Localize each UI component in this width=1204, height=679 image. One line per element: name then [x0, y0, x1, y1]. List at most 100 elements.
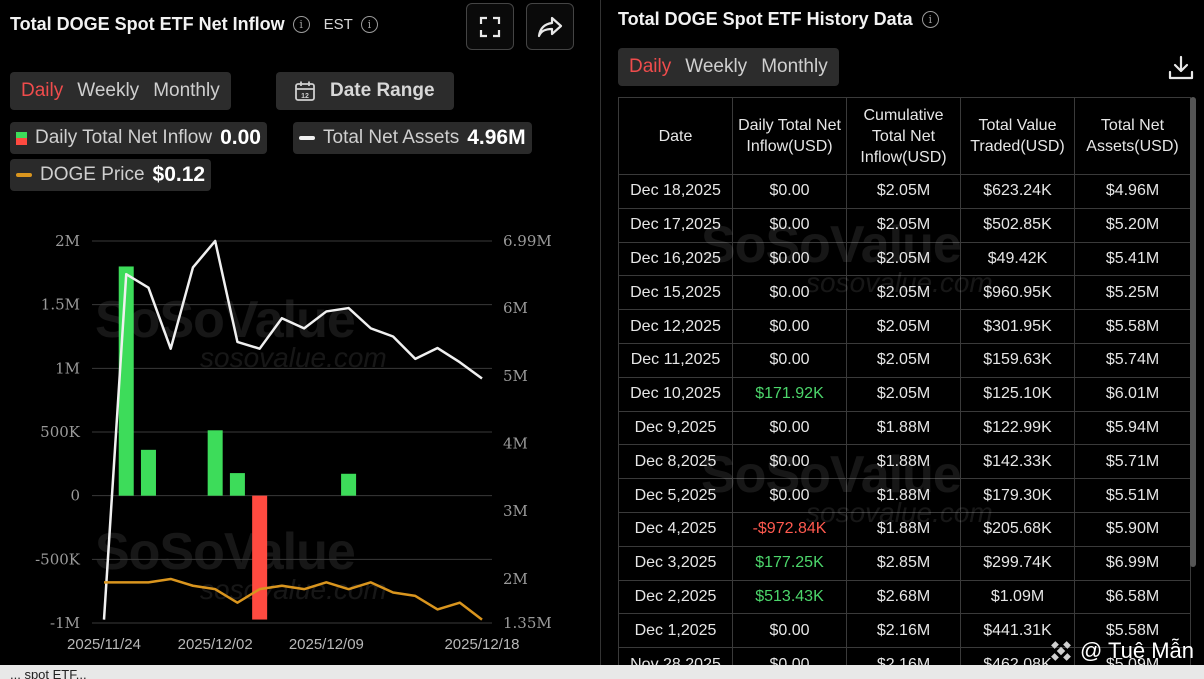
cell-cumulative: $2.05M [846, 342, 961, 378]
legend-price-label: DOGE Price [40, 164, 145, 185]
tab-weekly[interactable]: Weekly [77, 80, 140, 101]
right-axis-tick-label: 3M [503, 502, 528, 520]
cell-assets: $6.58M [1074, 579, 1191, 615]
cell-date: Dec 4,2025 [618, 511, 733, 547]
col-daily-inflow[interactable]: Daily Total Net Inflow(USD) [732, 97, 847, 175]
cell-daily-inflow: $0.00 [732, 410, 847, 446]
cell-assets: $5.51M [1074, 478, 1191, 513]
fullscreen-icon [479, 16, 501, 37]
cell-daily-inflow: $0.00 [732, 207, 847, 243]
cell-traded: $623.24K [960, 174, 1075, 209]
table-row: Dec 18,2025 $0.00 $2.05M $623.24K $4.96M [618, 174, 1191, 209]
cell-date: Dec 15,2025 [618, 275, 733, 311]
share-button[interactable] [526, 3, 574, 50]
cell-assets: $5.90M [1074, 511, 1191, 547]
cell-daily-inflow: $0.00 [732, 478, 847, 513]
chart-title: Total DOGE Spot ETF Net Inflow [10, 14, 285, 34]
right-axis-tick-label: 1.35M [503, 614, 552, 632]
cell-date: Dec 16,2025 [618, 241, 733, 277]
cell-date: Dec 1,2025 [618, 613, 733, 649]
cell-traded: $1.09M [960, 579, 1075, 615]
cell-date: Dec 3,2025 [618, 545, 733, 581]
table-scrollbar[interactable] [1190, 97, 1196, 567]
cell-daily-inflow: $177.25K [732, 545, 847, 581]
table-row: Dec 8,2025 $0.00 $1.88M $142.33K $5.71M [618, 444, 1191, 480]
cell-traded: $179.30K [960, 478, 1075, 513]
legend-price-value: $0.12 [152, 163, 206, 186]
tab-monthly[interactable]: Monthly [153, 80, 220, 101]
table-header-row: Date Daily Total Net Inflow(USD) Cumulat… [618, 97, 1191, 175]
legend-price[interactable]: DOGE Price $0.12 [10, 159, 212, 191]
cell-daily-inflow: -$972.84K [732, 511, 847, 547]
cell-traded: $205.68K [960, 511, 1075, 547]
legend-assets[interactable]: Total Net Assets 4.96M [293, 122, 532, 154]
inflow-swatch [16, 131, 27, 145]
cell-date: Dec 8,2025 [618, 444, 733, 480]
legend-inflow[interactable]: Daily Total Net Inflow 0.00 [10, 122, 267, 154]
history-tab-daily[interactable]: Daily [629, 56, 672, 77]
left-axis-tick-label: 0 [70, 487, 80, 505]
left-axis-tick-label: 500K [40, 423, 81, 441]
cell-cumulative: $1.88M [846, 478, 961, 513]
cell-traded: $299.74K [960, 545, 1075, 581]
cell-daily-inflow: $513.43K [732, 579, 847, 615]
download-icon[interactable] [1168, 55, 1194, 81]
cell-traded: $49.42K [960, 241, 1075, 277]
inflow-bar [229, 473, 245, 496]
right-axis-tick-label: 4M [503, 435, 528, 453]
table-row: Dec 9,2025 $0.00 $1.88M $122.99K $5.94M [618, 410, 1191, 446]
cell-date: Dec 5,2025 [618, 478, 733, 513]
panel-divider [600, 0, 601, 665]
col-net-assets[interactable]: Total Net Assets(USD) [1074, 97, 1191, 175]
table-row: Dec 2,2025 $513.43K $2.68M $1.09M $6.58M [618, 579, 1191, 615]
table-row: Dec 4,2025 -$972.84K $1.88M $205.68K $5.90M [618, 511, 1191, 547]
cell-assets: $5.41M [1074, 241, 1191, 277]
x-axis-tick-label: 2025/12/18 [444, 636, 519, 653]
cell-cumulative: $2.05M [846, 376, 961, 412]
col-cumulative-inflow[interactable]: Cumulative Total Net Inflow(USD) [846, 97, 961, 175]
cell-cumulative: $2.16M [846, 613, 961, 649]
cell-cumulative: $2.85M [846, 545, 961, 581]
cell-cumulative: $2.05M [846, 174, 961, 209]
x-axis-tick-label: 2025/11/24 [67, 636, 141, 653]
cell-daily-inflow: $0.00 [732, 309, 847, 344]
history-info-icon[interactable]: i [921, 11, 939, 28]
tab-daily[interactable]: Daily [21, 80, 64, 101]
cell-assets: $5.94M [1074, 410, 1191, 446]
cell-assets: $5.58M [1074, 309, 1191, 344]
bottom-caption: ... spot ETF... [0, 665, 1204, 679]
cell-date: Dec 12,2025 [618, 309, 733, 344]
col-date[interactable]: Date [618, 97, 733, 175]
fullscreen-button[interactable] [466, 3, 514, 50]
cell-date: Dec 11,2025 [618, 342, 733, 378]
cell-daily-inflow: $0.00 [732, 174, 847, 209]
cell-traded: $301.95K [960, 309, 1075, 344]
table-row: Dec 5,2025 $0.00 $1.88M $179.30K $5.51M [618, 478, 1191, 513]
cell-daily-inflow: $0.00 [732, 342, 847, 378]
info-icon[interactable]: i [292, 16, 310, 33]
attribution-text: @ Tuệ Mẫn [1079, 638, 1194, 663]
timezone-info-icon[interactable]: i [360, 16, 378, 33]
cell-assets: $4.96M [1074, 174, 1191, 209]
history-data-panel: Total DOGE Spot ETF History Data i Daily… [601, 0, 1204, 679]
net-inflow-chart[interactable]: 2M 1.5M 1M 500K 0 -500K -1M 6.99M 6M 5M 4M 3M 2M 1.35… [0, 225, 600, 665]
history-period-tabs: Daily Weekly Monthly [618, 48, 839, 86]
cell-cumulative: $1.88M [846, 410, 961, 446]
inflow-bar [341, 473, 357, 496]
cell-daily-inflow: $0.00 [732, 613, 847, 649]
table-row: Dec 10,2025 $171.92K $2.05M $125.10K $6.01M [618, 376, 1191, 412]
right-axis-tick-label: 2M [503, 570, 528, 588]
x-axis-tick-label: 2025/12/09 [289, 636, 364, 653]
inflow-bar [140, 449, 156, 496]
right-axis-tick-label: 6.99M [503, 232, 552, 250]
cell-daily-inflow: $171.92K [732, 376, 847, 412]
cell-daily-inflow: $0.00 [732, 444, 847, 480]
date-range-button[interactable]: 12 Date Range [276, 72, 454, 110]
col-value-traded[interactable]: Total Value Traded(USD) [960, 97, 1075, 175]
table-row: Dec 16,2025 $0.00 $2.05M $49.42K $5.41M [618, 241, 1191, 277]
cell-assets: $5.20M [1074, 207, 1191, 243]
history-tab-monthly[interactable]: Monthly [761, 56, 828, 77]
left-axis-tick-label: 1.5M [41, 296, 80, 314]
cell-date: Dec 18,2025 [618, 174, 733, 209]
history-tab-weekly[interactable]: Weekly [685, 56, 748, 77]
